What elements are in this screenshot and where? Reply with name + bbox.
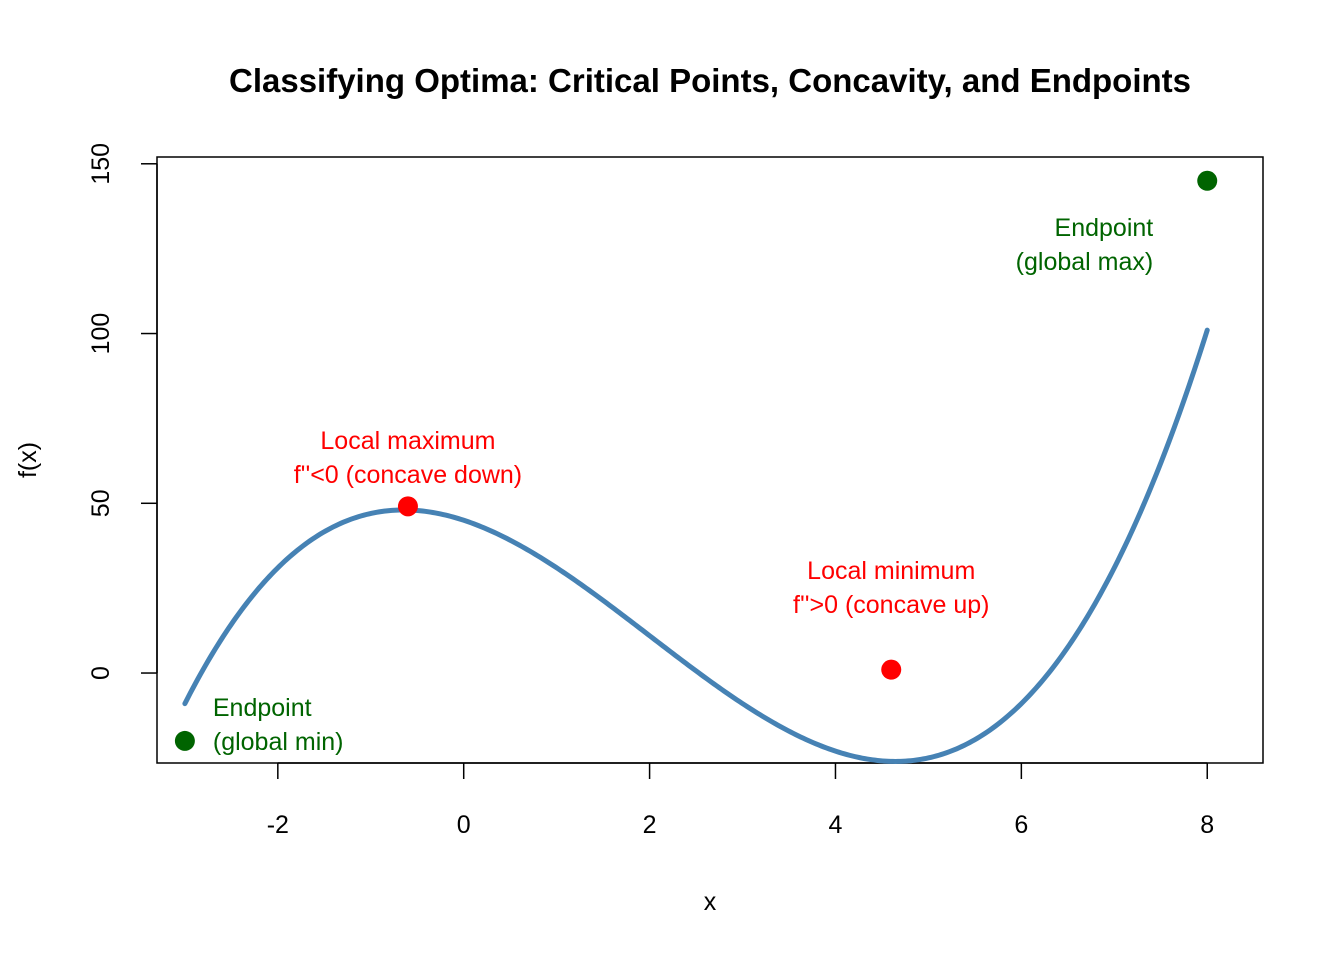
annotation-1-line-0: Local minimum	[807, 557, 975, 585]
y-axis-label: f(x)	[14, 442, 42, 478]
point-local-minimum	[881, 659, 902, 680]
x-tick-label: -2	[267, 811, 289, 839]
point-endpoint-global-min	[174, 730, 195, 751]
x-axis: -2 0 2 4 6 8	[267, 762, 1214, 839]
x-tick-label: 6	[1014, 811, 1028, 839]
annotation-0-line-1: f''<0 (concave down)	[294, 461, 522, 489]
y-tick-label: 100	[87, 313, 115, 355]
x-tick-label: 0	[457, 811, 471, 839]
y-tick-label: 50	[87, 489, 115, 517]
x-tick-label: 8	[1200, 811, 1214, 839]
x-axis-label: x	[704, 888, 717, 916]
x-tick-label: 4	[829, 811, 843, 839]
annotation-2-line-0: Endpoint	[213, 694, 312, 722]
y-tick-label: 0	[87, 666, 115, 680]
chart-title: Classifying Optima: Critical Points, Con…	[229, 62, 1191, 99]
series	[182, 327, 1210, 764]
annotations: Local maximum f''<0 (concave down) Local m…	[213, 214, 1153, 756]
point-endpoint-global-max	[1197, 170, 1218, 191]
function-curve	[182, 327, 1210, 764]
points	[174, 170, 1218, 751]
point-local-maximum	[397, 496, 418, 517]
x-tick-label: 2	[643, 811, 657, 839]
annotation-3-line-1: (global max)	[1016, 248, 1154, 276]
annotation-1-line-1: f''>0 (concave up)	[793, 591, 989, 619]
y-tick-label: 150	[87, 143, 115, 185]
annotation-3-line-0: Endpoint	[1055, 214, 1154, 242]
y-axis: 0 50 100 150	[87, 143, 158, 680]
annotation-0-line-0: Local maximum	[320, 427, 495, 455]
annotation-2-line-1: (global min)	[213, 728, 344, 756]
